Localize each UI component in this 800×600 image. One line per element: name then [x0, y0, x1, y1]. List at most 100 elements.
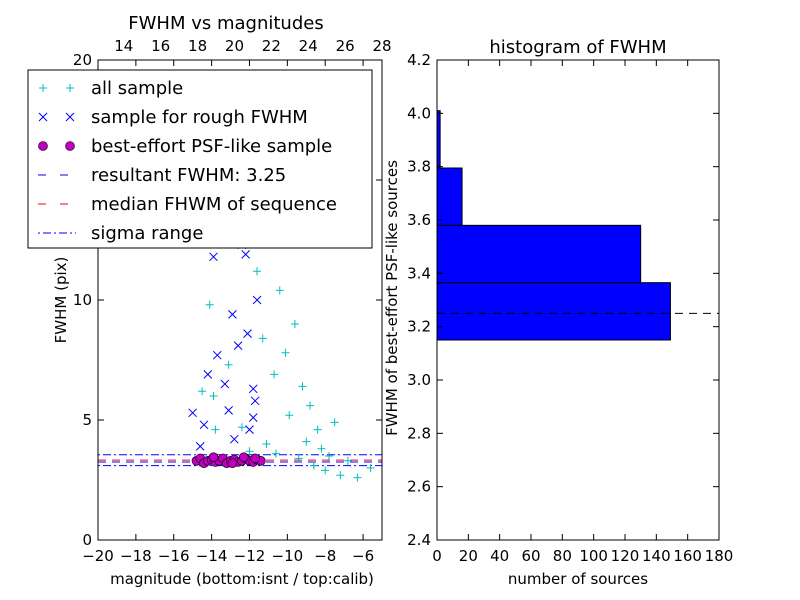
- histogram-y-tick-label: 3.0: [407, 371, 431, 389]
- all-sample-point: [285, 411, 294, 420]
- scatter-x-ticks: −20 −18 −16 −14 −12 −10 −8 −6: [82, 60, 374, 565]
- histogram-y-tick-label: 3.2: [407, 318, 431, 336]
- all-sample-point: [205, 300, 214, 309]
- rough-fwhm-point: [243, 329, 252, 338]
- histogram-x-tick-label: 40: [490, 547, 509, 565]
- legend-entry: sample for rough FWHM: [38, 107, 308, 128]
- legend-label: best-effort PSF-like sample: [91, 136, 332, 157]
- scatter-x-tick-label: −12: [234, 547, 266, 565]
- legend: all sample sample for rough FWHM best-effo…: [27, 69, 373, 249]
- scatter-top-tick-label: 20: [225, 37, 244, 55]
- scatter-chart: FWHM vs magnitudes 14 16 18 20 22 24 26 28 −20−…: [27, 13, 392, 588]
- all-sample-point: [336, 471, 345, 480]
- all-sample-point: [302, 437, 311, 446]
- histogram-plot-area: [436, 59, 720, 541]
- histogram-y-tick-label: 2.4: [407, 531, 431, 549]
- scatter-x-tick-label: −6: [352, 547, 374, 565]
- histogram-chart: histogram of FWHM 0 20 40 60 80 100 120 140 160 1…: [383, 37, 733, 588]
- legend-entry: median FHWM of sequence: [38, 194, 337, 215]
- rough-fwhm-point: [252, 295, 262, 305]
- all-sample-point: [270, 370, 279, 379]
- rough-fwhm-point: [212, 350, 222, 360]
- histogram-y-tick-label: 4.0: [407, 104, 431, 122]
- all-sample-point: [275, 286, 284, 295]
- rough-fwhm-point: [188, 408, 198, 418]
- scatter-top-tick-label: 18: [188, 37, 207, 55]
- histogram-y-tick-label: 2.8: [407, 424, 431, 442]
- all-sample-point: [313, 425, 322, 434]
- rough-fwhm-point: [199, 420, 209, 430]
- rough-fwhm-point: [195, 442, 205, 451]
- histogram-bar: [436, 224, 642, 284]
- all-sample-point: [237, 423, 246, 432]
- histogram-x-tick-label: 100: [579, 547, 608, 565]
- histogram-y-tick-label: 3.8: [407, 158, 431, 176]
- histogram-x-tick-label: 80: [553, 547, 572, 565]
- scatter-top-ticks: 14 16 18 20 22 24 26 28: [114, 37, 391, 55]
- scatter-top-tick-label: 16: [151, 37, 170, 55]
- all-sample-point: [198, 387, 207, 396]
- rough-fwhm-point: [233, 341, 243, 350]
- all-sample-point: [271, 449, 280, 458]
- legend-entry: all sample: [39, 78, 183, 99]
- all-sample-point: [353, 473, 362, 482]
- all-sample-point: [253, 267, 262, 276]
- scatter-x-tick-label: −20: [82, 547, 114, 565]
- scatter-x-tick-label: −16: [158, 547, 190, 565]
- scatter-x-tick-label: −10: [272, 547, 304, 565]
- all-sample-point: [321, 466, 330, 475]
- all-sample-point: [258, 334, 267, 343]
- legend-entry: resultant FWHM: 3.25: [38, 165, 286, 186]
- histogram-y-tick-label: 4.2: [407, 51, 431, 69]
- scatter-x-tick-label: −18: [120, 547, 152, 565]
- histogram-x-tick-label: 120: [611, 547, 640, 565]
- all-sample-point: [245, 447, 254, 456]
- all-sample-point: [306, 401, 315, 410]
- histogram-y-tick-label: 2.6: [407, 478, 431, 496]
- histogram-y-ticks: 2.4 2.6 2.8 3.0 3.2 3.4 3.6 3.8 4.0 4.2: [407, 51, 719, 549]
- all-sample-point: [281, 348, 290, 357]
- scatter-y-tick-label: 10: [73, 291, 92, 309]
- histogram-title: histogram of FWHM: [489, 37, 666, 58]
- rough-fwhm-point: [250, 396, 260, 406]
- scatter-top-tick-label: 26: [336, 37, 355, 55]
- rough-fwhm-point: [248, 413, 258, 422]
- histogram-y-tick-label: 3.6: [407, 211, 431, 229]
- all-sample-point: [324, 452, 333, 460]
- rough-fwhm-point: [224, 406, 233, 415]
- histogram-x-tick-label: 60: [521, 547, 540, 565]
- legend-label: resultant FWHM: 3.25: [91, 165, 286, 186]
- scatter-x-axis-label: magnitude (bottom:isnt / top:calib): [110, 570, 374, 588]
- psf-like-point: [227, 458, 238, 469]
- rough-fwhm-point: [248, 384, 258, 394]
- histogram-bar: [436, 167, 463, 226]
- all-sample-point: [298, 382, 307, 391]
- rough-fwhm-point: [229, 434, 239, 444]
- rough-fwhm-point: [241, 250, 251, 259]
- legend-entry: best-effort PSF-like sample: [38, 136, 332, 157]
- legend-plus-icon: [66, 84, 74, 92]
- legend-circle-icon: [38, 141, 48, 151]
- rough-fwhm-point: [228, 310, 237, 319]
- legend-plus-icon: [39, 84, 47, 92]
- histogram-bar: [436, 282, 671, 341]
- histogram-y-axis-label: FWHM of best-effort PSF-like sources: [383, 160, 401, 436]
- all-sample-point: [343, 456, 352, 465]
- rough-fwhm-point: [203, 370, 213, 379]
- all-sample-point: [309, 461, 318, 470]
- psf-like-point: [238, 452, 249, 463]
- legend-label: median FHWM of sequence: [91, 194, 337, 215]
- histogram-frame: [436, 59, 720, 541]
- legend-x-icon: [38, 112, 48, 122]
- legend-x-icon: [65, 112, 75, 122]
- all-sample-point: [294, 454, 303, 463]
- all-sample-point: [224, 360, 233, 369]
- scatter-y-tick-label: 0: [82, 531, 92, 549]
- scatter-y-tick-label: 5: [82, 411, 92, 429]
- legend-entry: sigma range: [38, 223, 203, 244]
- scatter-x-tick-label: −8: [314, 547, 336, 565]
- all-sample-point: [262, 440, 271, 448]
- psf-like-point: [250, 453, 260, 464]
- scatter-title: FWHM vs magnitudes: [128, 13, 323, 34]
